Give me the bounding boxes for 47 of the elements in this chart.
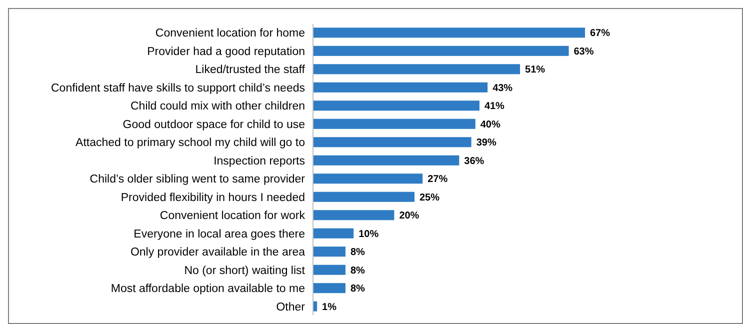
y-tick-label: Other	[276, 301, 306, 314]
data-label: 25%	[419, 192, 440, 204]
y-tick-label: Most affordable option available to me	[110, 283, 305, 296]
y-tick-label: Child could mix with other children	[130, 100, 305, 113]
y-tick-label: Attached to primary school my child will go to	[76, 137, 305, 150]
data-label: 8%	[350, 247, 366, 258]
bar	[313, 283, 346, 294]
bar	[313, 118, 476, 129]
data-label: 1%	[322, 302, 337, 313]
data-label: 41%	[484, 101, 505, 112]
data-label: 10%	[358, 228, 379, 240]
y-tick-label: Child’s older sibling went to same provider	[90, 174, 306, 186]
bar	[313, 192, 414, 202]
bar	[313, 137, 472, 148]
y-tick-label: Convenient location for work	[160, 210, 306, 222]
y-tick-label: Inspection reports	[214, 155, 306, 168]
y-tick-label: Provided flexibility in hours I needed	[120, 192, 305, 204]
data-label: 39%	[476, 138, 496, 149]
bar	[313, 46, 569, 56]
bar	[313, 174, 423, 184]
data-label: 36%	[464, 156, 484, 167]
data-label: 51%	[525, 64, 546, 76]
data-label: 8%	[350, 265, 366, 276]
y-tick-label: Good outdoor space for child to use	[122, 118, 305, 131]
bar	[313, 100, 480, 111]
bar	[313, 210, 394, 220]
bar	[313, 246, 346, 257]
bar	[313, 228, 354, 238]
y-tick-label: Everyone in local area goes there	[134, 228, 305, 240]
y-tick-label: Only provider available in the area	[130, 246, 306, 259]
bar	[313, 264, 346, 275]
y-tick-label: Convenient location for home	[155, 28, 305, 40]
bar	[313, 64, 520, 74]
data-label: 63%	[574, 46, 594, 58]
data-label: 27%	[428, 174, 448, 186]
data-label: 67%	[590, 28, 610, 40]
data-label: 20%	[399, 210, 420, 222]
y-tick-label: Confident staff have skills to support child’s needs	[51, 82, 306, 94]
y-tick-label: Provider had a good reputation	[147, 46, 305, 58]
bar	[313, 28, 585, 38]
data-label: 43%	[492, 82, 513, 94]
bar	[313, 82, 488, 92]
bar	[313, 155, 460, 166]
y-tick-label: Liked/trusted the staff	[195, 64, 306, 76]
data-label: 8%	[350, 284, 366, 295]
y-tick-label: No (or short) waiting list	[184, 264, 306, 277]
data-label: 40%	[480, 119, 501, 130]
